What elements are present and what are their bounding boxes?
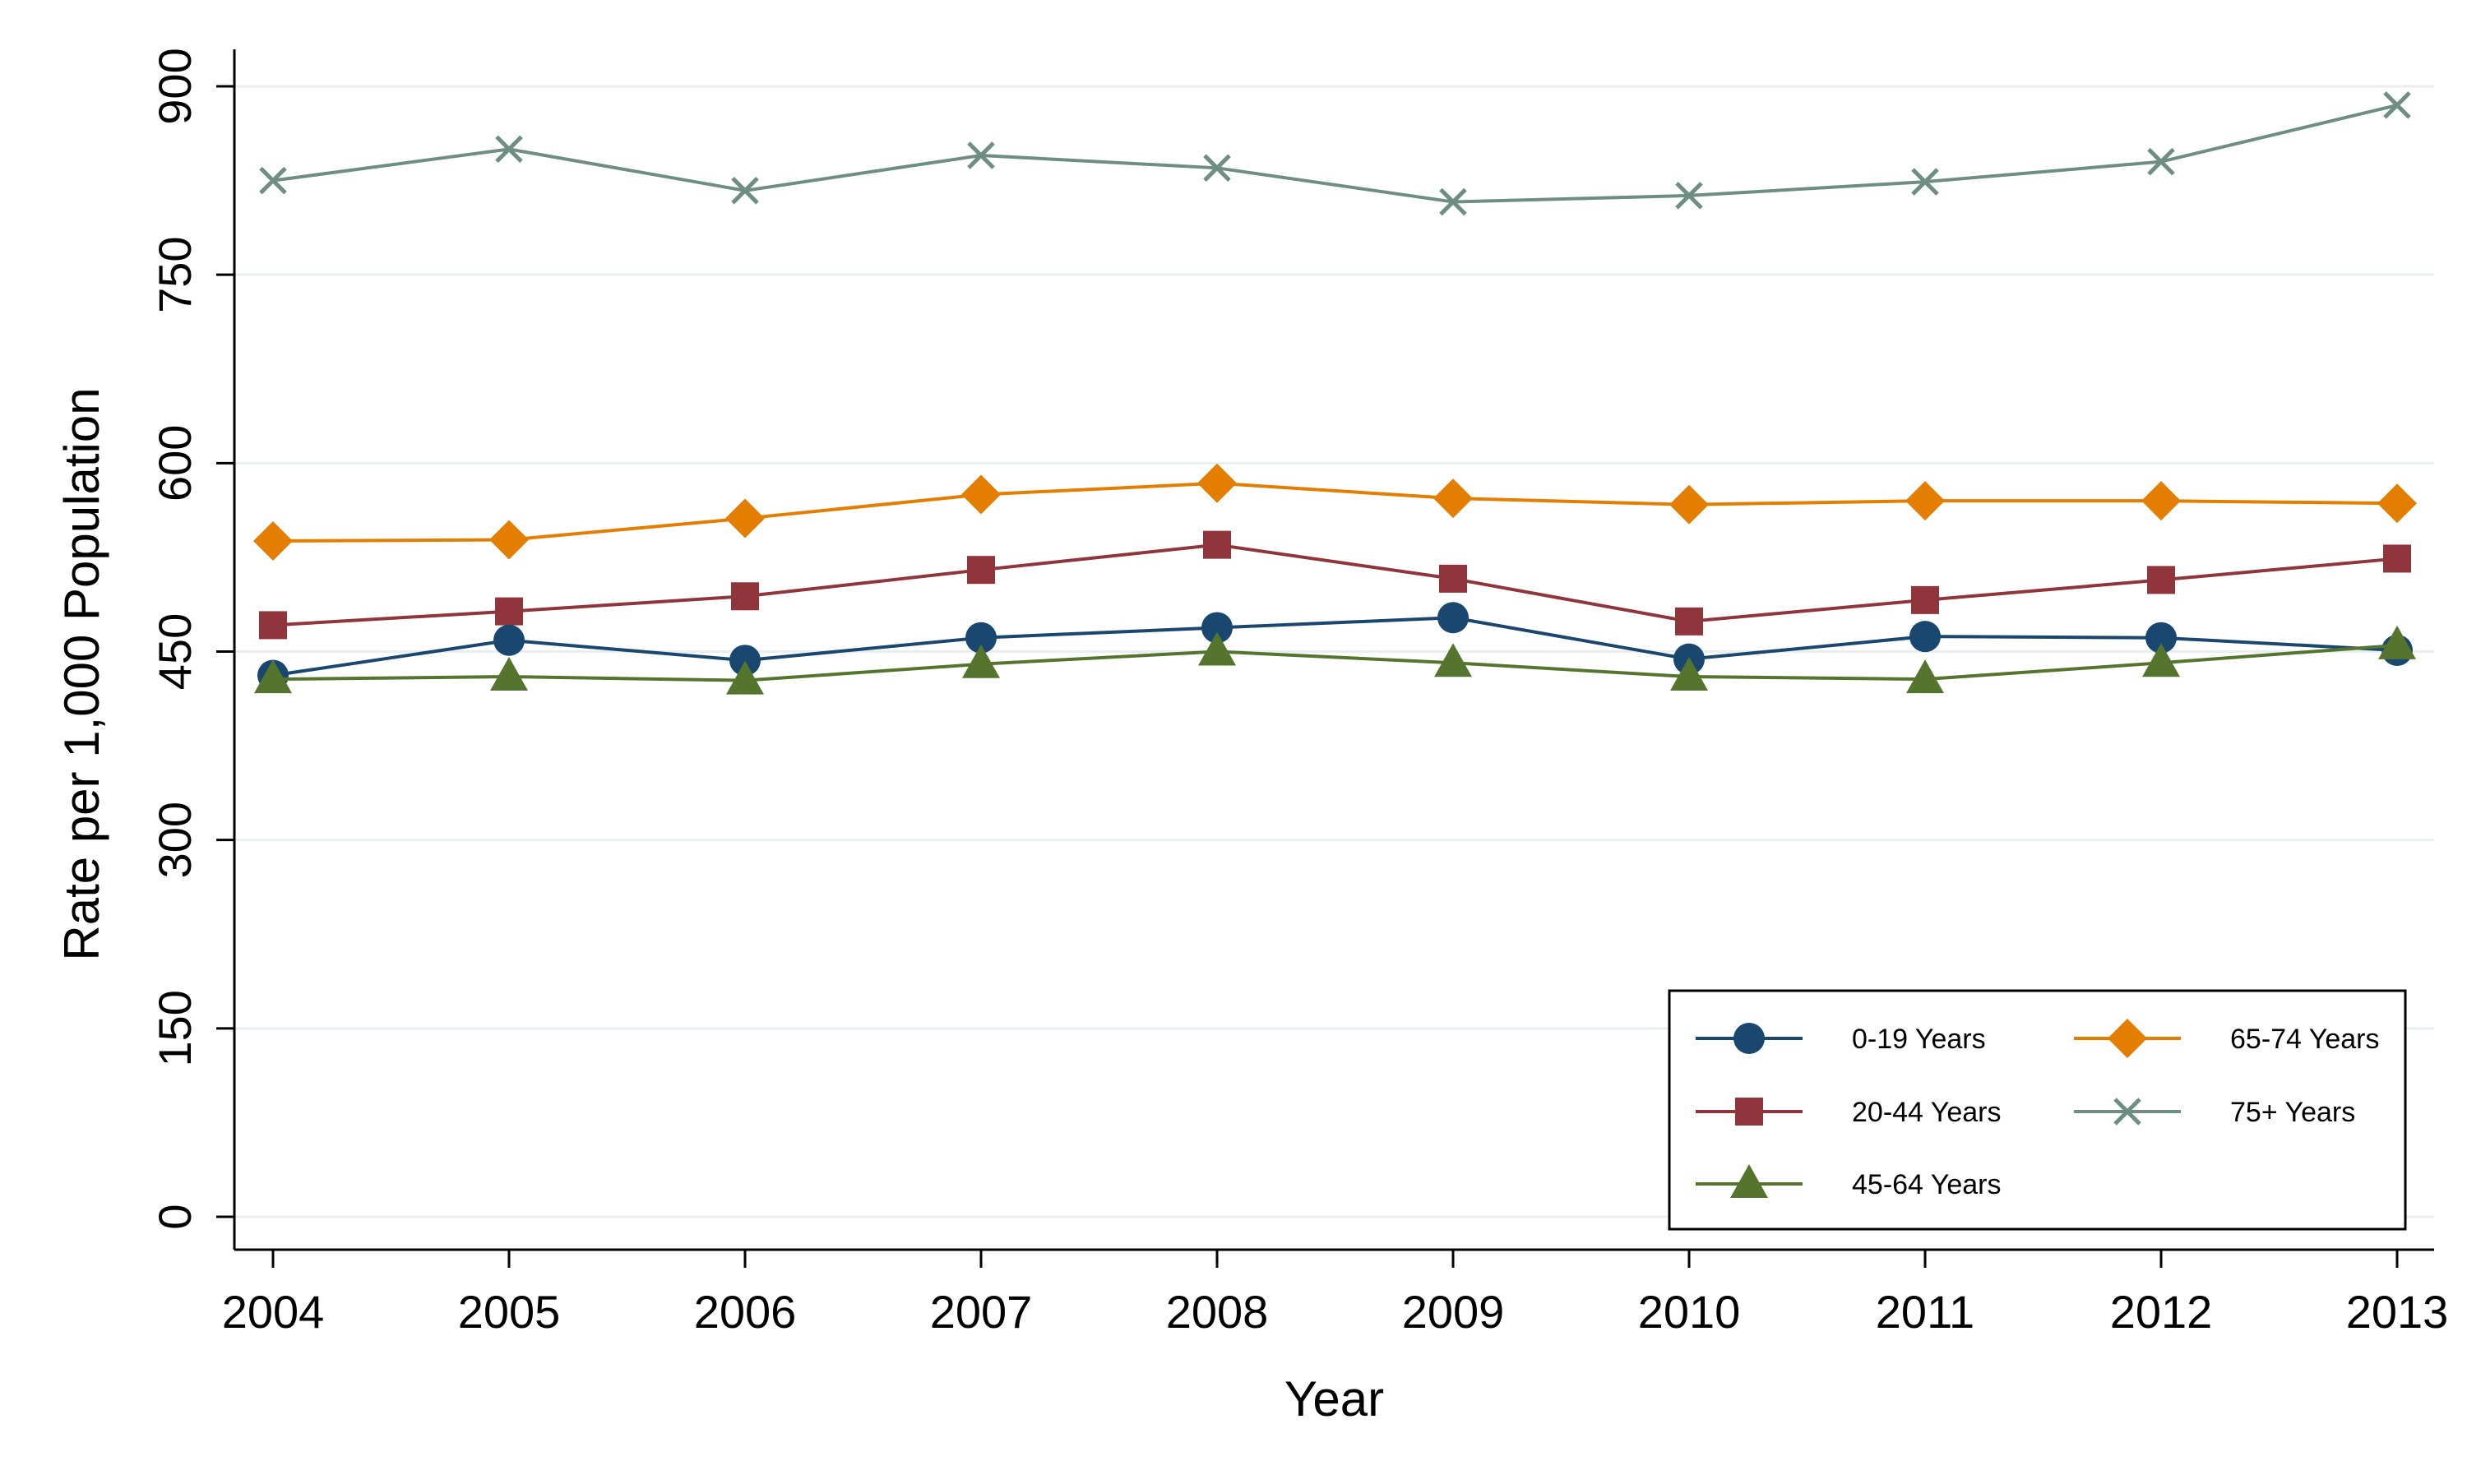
series-45-64-years [254,625,2416,695]
data-point [254,659,292,694]
series-line [272,616,2398,677]
data-point [495,135,523,164]
data-point [1909,621,1941,653]
legend-label: 75+ Years [2230,1097,2355,1128]
y-tick-label: 900 [149,48,201,124]
data-point [2378,625,2416,659]
data-point [1911,585,1939,614]
legend-item: 65-74 Years [2074,1019,2380,1058]
series-line [272,103,2398,204]
data-point [1675,182,1703,210]
data-point [1669,484,1709,525]
series-20-44-years [259,530,2411,640]
data-point [2383,91,2411,119]
data-point [490,657,528,691]
data-point [2377,483,2417,524]
data-point [725,498,765,539]
series-65-74-years [253,463,2417,562]
x-tick-label: 2005 [458,1286,561,1338]
data-point [1906,659,1944,694]
legend-item: 45-64 Years [1696,1164,2002,1200]
data-point [1439,564,1467,593]
x-tick-label: 2007 [930,1286,1033,1338]
data-point [495,597,523,626]
legend-item: 20-44 Years [1696,1097,2002,1128]
data-point [962,644,1000,678]
data-point [1433,478,1473,519]
series-line [272,543,2398,627]
data-point [1675,607,1703,636]
data-point [967,141,995,169]
data-point [731,177,759,205]
data-point [1439,187,1467,216]
y-tick-label: 450 [149,613,201,690]
data-point [1201,612,1233,644]
legend-marker [2113,1098,2141,1126]
data-point [2141,481,2181,521]
series-line [272,481,2398,543]
series-75-years [259,91,2411,216]
data-point [1905,481,1945,521]
data-point [731,582,759,611]
legend: 0-19 Years 20-44 Years 45-64 Years 65-74 Ye… [1668,989,2407,1231]
x-tick-label: 2012 [2110,1286,2213,1338]
data-point [2147,147,2175,176]
legend-label: 65-74 Years [2230,1024,2380,1055]
x-tick-label: 2004 [222,1286,325,1338]
data-point [1437,602,1469,634]
legend-marker [1735,1098,1763,1126]
data-point [489,520,529,560]
data-point [726,660,764,695]
y-tick-label: 750 [149,236,201,312]
y-tick-label: 150 [149,990,201,1066]
legend-item: 75+ Years [2074,1097,2355,1128]
legend-item: 0-19 Years [1696,1023,1986,1055]
data-point [961,474,1001,515]
data-point [1911,168,1939,196]
x-tick-label: 2013 [2346,1286,2449,1338]
x-tick-label: 2008 [1166,1286,1269,1338]
data-point [1198,631,1236,666]
data-point [1670,657,1708,691]
x-tick-label: 2011 [1876,1286,1974,1338]
gridlines [234,85,2434,1218]
legend-label: 20-44 Years [1852,1097,2002,1128]
data-point [259,166,287,195]
x-tick-label: 2009 [1402,1286,1505,1338]
data-point [2383,544,2411,573]
y-tick-label: 300 [149,802,201,878]
data-point [967,556,995,585]
data-point [1203,530,1231,559]
x-tick-label: 2006 [694,1286,797,1338]
data-point [729,645,761,677]
x-tick-label: 2010 [1638,1286,1741,1338]
axes: 0 150 300 450 600 750 900 2004 2005 2006 2007 2008 2… [149,48,2448,1338]
data-point [2142,643,2180,677]
legend-marker [1733,1023,1765,1054]
y-tick-label: 600 [149,425,201,502]
data-point [259,611,287,640]
legend-marker [1730,1164,1768,1198]
data-point [1197,463,1237,503]
y-axis-title: Rate per 1,000 Population [54,387,109,960]
data-point [2147,566,2175,594]
data-point [493,624,525,656]
y-tick-label: 0 [149,1204,201,1229]
data-point [253,521,293,562]
legend-label: 0-19 Years [1852,1024,1986,1055]
data-point [2145,622,2177,654]
series-line [272,643,2398,682]
x-axis-title: Year [1284,1371,1384,1426]
data-point [1434,643,1472,677]
series-lines [253,91,2417,695]
legend-label: 45-64 Years [1852,1169,2002,1200]
data-point [965,622,997,654]
data-point [1203,154,1231,183]
legend-marker [2108,1019,2147,1058]
